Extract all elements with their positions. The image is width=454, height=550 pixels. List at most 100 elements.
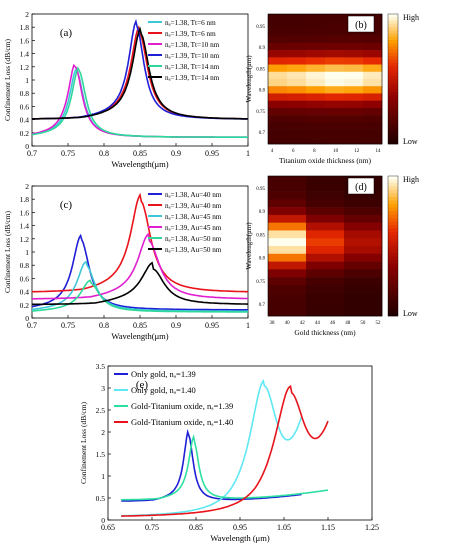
heat-cell (306, 122, 326, 130)
heat-cell (344, 277, 383, 286)
panel-a: 0.7 0.75 0.8 0.85 0.9 0.95 1 0 0.2 0.4 0.6 0.8 1 1.2 1… (3, 10, 250, 169)
colorbar-cell (388, 66, 398, 70)
colorbar-cell (388, 118, 398, 122)
heat-cell (268, 107, 288, 116)
heat-cell (325, 42, 345, 51)
heat-cell (344, 71, 364, 80)
colorbar-low-label: Low (403, 309, 418, 318)
heat-cell (344, 253, 383, 262)
heat-cell (344, 57, 364, 65)
heat-cell (268, 100, 288, 109)
heat-cell (268, 269, 307, 278)
heat-cell (344, 300, 383, 309)
heat-cell (344, 261, 383, 270)
heat-cell (306, 115, 326, 123)
x-tick-label: 0.7 (27, 149, 37, 158)
heat-cell (344, 136, 364, 145)
x-tick-label: 38 (270, 321, 276, 326)
colorbar-cell (388, 53, 398, 57)
y-tick-label: 0.2 (20, 301, 30, 310)
heat-cell (325, 79, 345, 87)
heat-cell (363, 93, 383, 101)
x-tick-label: 1.25 (365, 523, 379, 532)
panel-label-box (347, 177, 375, 195)
heat-cell (287, 122, 307, 130)
colorbar-cell (388, 176, 398, 180)
x-tick-label: 0.9 (171, 321, 181, 330)
heat-cell (268, 64, 288, 73)
heat-cell (268, 93, 288, 101)
heat-cell (344, 238, 383, 247)
colorbar-cell (388, 186, 398, 191)
heat-cell (268, 300, 307, 309)
panel-d: 38 40 42 44 46 48 50 52 0.7 0.75 0.8 0.85 0.9 0.95 Gol… (245, 175, 419, 337)
series-line-1 (31, 233, 248, 311)
legend-label: nₐ=1.39, Au=50 nm (165, 246, 222, 254)
colorbar-cell (388, 121, 398, 125)
y-tick-label: 1 (25, 248, 29, 257)
colorbar-cell (388, 190, 398, 194)
panel-c: 0.7 0.75 0.8 0.85 0.9 0.95 1 0 0.2 0.4 0.6 0.8 1 1.2 1… (3, 182, 250, 341)
colorbar-cell (388, 274, 398, 278)
heat-cell (306, 207, 345, 216)
y-tick-label: 1.4 (20, 50, 30, 59)
y-tick-label: 0.85 (256, 67, 265, 72)
y-tick-label: 1.6 (20, 36, 30, 45)
colorbar-cell (388, 105, 398, 109)
heat-cell (363, 79, 383, 87)
series-line-6 (32, 261, 248, 306)
heat-cell (306, 191, 345, 200)
heat-cell (287, 100, 307, 109)
heat-cell (287, 71, 307, 80)
colorbar-cell (388, 193, 398, 198)
colorbar-cell (388, 23, 398, 28)
colorbar-cell (388, 98, 398, 103)
colorbar-cell (388, 207, 398, 212)
panel-label: (b) (355, 20, 367, 31)
legend-label: Only gold, nₐ=1.39 (131, 369, 196, 379)
colorbar-cell (388, 288, 398, 292)
colorbar-cell (388, 284, 398, 289)
heat-cell (344, 284, 383, 293)
heat-cell (268, 122, 288, 130)
colorbar-cell (388, 309, 398, 313)
heat-cell (268, 50, 288, 58)
heat-cell (306, 238, 345, 247)
colorbar-cell (388, 85, 398, 90)
colorbar-cell (388, 124, 398, 129)
colorbar-cell (388, 33, 398, 38)
heat-cell (325, 136, 345, 145)
colorbar-cell (388, 95, 398, 99)
heat-cell (306, 21, 326, 29)
y-tick-label: 3.5 (96, 362, 106, 371)
y-tick-label: 0 (25, 314, 29, 323)
colorbar-cell (388, 298, 398, 303)
heat-cell (306, 308, 345, 317)
colorbar-cell (388, 225, 398, 229)
heat-cell (363, 71, 383, 80)
x-tick-label: 1.05 (277, 523, 291, 532)
heat-cell (325, 86, 345, 94)
heat-cell (268, 284, 307, 293)
legend-label: nₐ=1.39, Tt=10 nm (165, 52, 220, 60)
colorbar-cell (388, 253, 398, 257)
y-tick-label: 0.9 (259, 46, 266, 51)
colorbar-cell (388, 92, 398, 96)
colorbar-cell (388, 127, 398, 132)
colorbar-cell (388, 218, 398, 222)
heat-cell (344, 100, 364, 109)
y-tick-label: 0.7 (259, 131, 266, 136)
heat-cell (268, 42, 288, 51)
y-axis-label: Wavelength(μm) (245, 55, 253, 103)
legend-label: nₐ=1.39, Tt=14 nm (165, 74, 220, 82)
y-tick-label: 0.7 (259, 303, 266, 308)
y-axis-label: Wavelength(μm) (245, 222, 253, 270)
colorbar-cell (388, 291, 398, 296)
heat-cell (268, 35, 288, 44)
x-tick-label: 44 (315, 321, 321, 326)
x-tick-label: 42 (300, 321, 306, 326)
y-tick-label: 0.85 (256, 233, 265, 238)
series-line-5 (31, 66, 248, 138)
heat-cell (268, 28, 288, 36)
colorbar-cell (388, 111, 398, 116)
